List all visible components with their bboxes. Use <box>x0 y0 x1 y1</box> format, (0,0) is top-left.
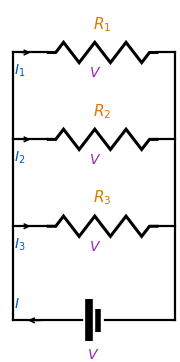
Text: $\it{I}_{3}$: $\it{I}_{3}$ <box>14 236 26 253</box>
Text: $\it{V}$: $\it{V}$ <box>89 66 102 80</box>
Text: $\it{V}$: $\it{V}$ <box>89 240 102 254</box>
Text: $\it{R}_{2}$: $\it{R}_{2}$ <box>93 102 112 121</box>
Text: $\it{I}$: $\it{I}$ <box>14 297 20 311</box>
Text: $\it{I}_{2}$: $\it{I}_{2}$ <box>14 150 26 166</box>
Text: $\it{R}_{3}$: $\it{R}_{3}$ <box>93 189 112 207</box>
Text: $\it{R}_{1}$: $\it{R}_{1}$ <box>93 15 112 34</box>
Text: $\it{I}_{1}$: $\it{I}_{1}$ <box>14 63 26 79</box>
Text: $\it{V}$: $\it{V}$ <box>89 153 102 167</box>
Text: $\it{V}$: $\it{V}$ <box>87 348 100 362</box>
